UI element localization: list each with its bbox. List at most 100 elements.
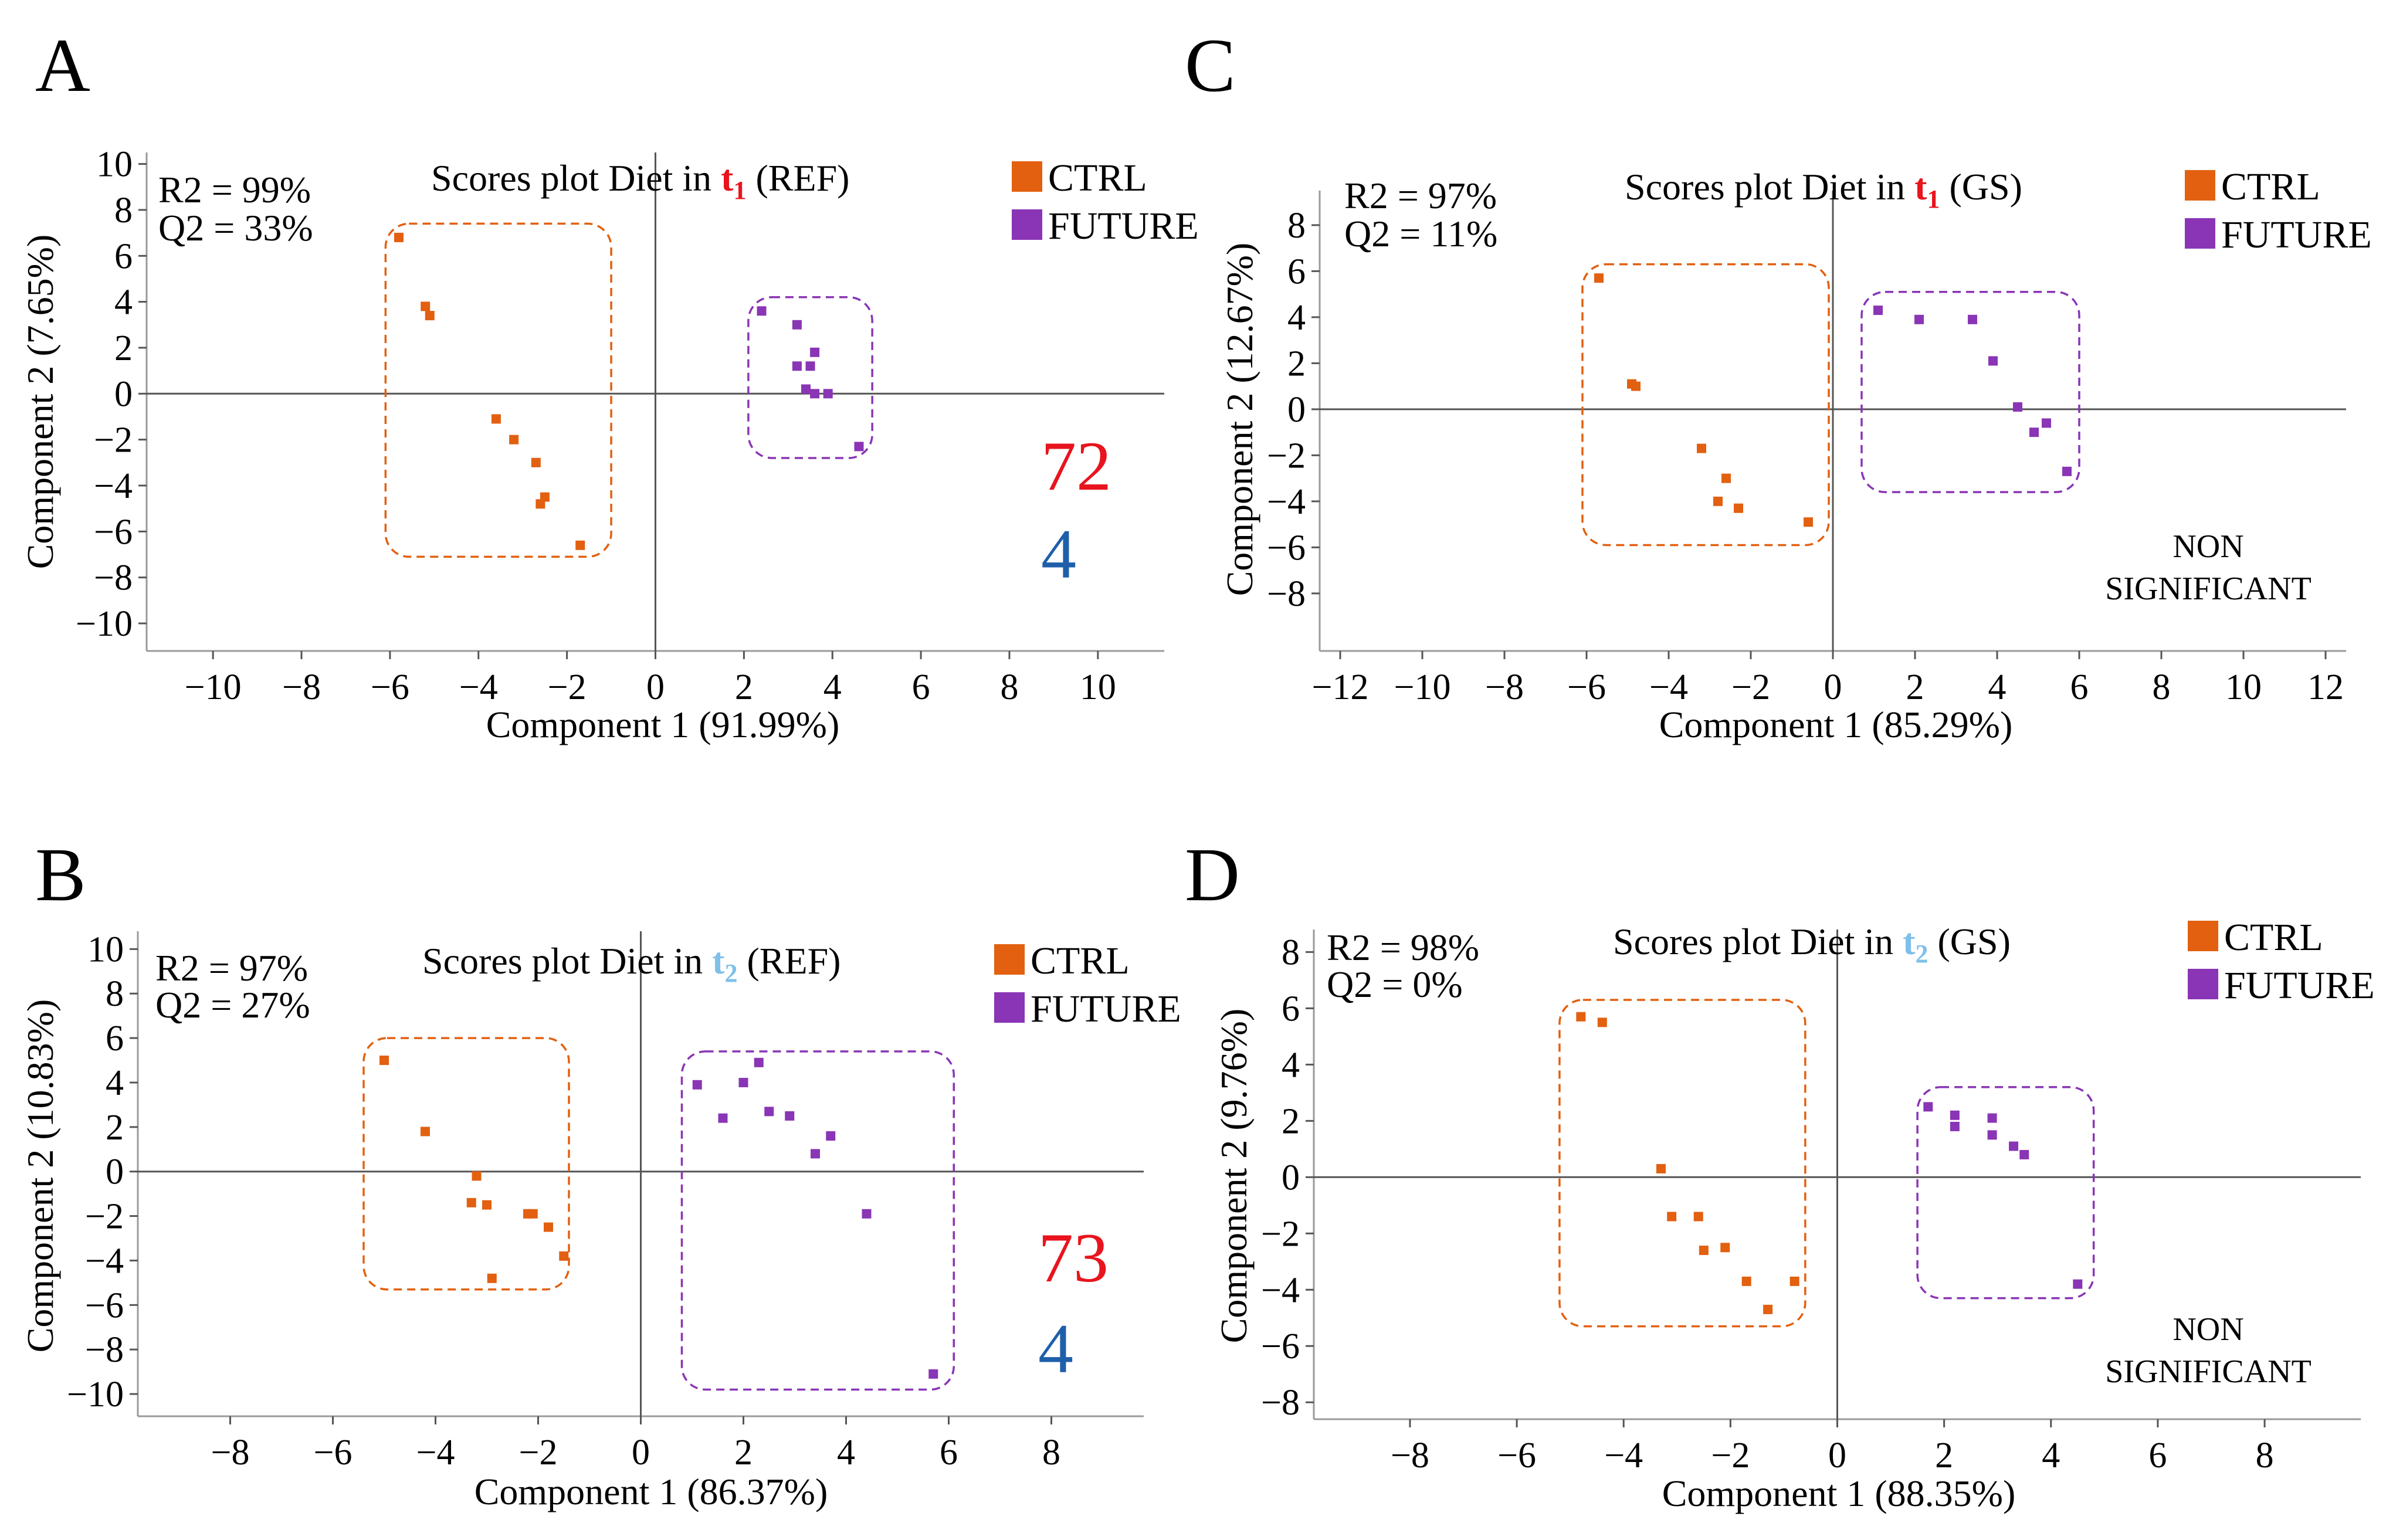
data-point-future — [810, 347, 820, 357]
data-point-ctrl — [487, 1273, 497, 1283]
y-tick-label: 0 — [114, 374, 133, 414]
y-tick-label: 6 — [114, 236, 133, 276]
panel-letter: A — [35, 23, 90, 108]
x-tick-label: −12 — [1312, 667, 1369, 707]
title-time-subscript: 1 — [1927, 185, 1940, 213]
data-point-ctrl — [1597, 1017, 1607, 1027]
y-tick-label: −4 — [1261, 1270, 1300, 1310]
data-point-ctrl — [1699, 1246, 1709, 1256]
data-point-future — [2013, 402, 2022, 412]
cluster-box-ctrl — [362, 1037, 570, 1291]
legend-swatch-future — [994, 992, 1025, 1023]
legend-label-future: FUTURE — [1031, 988, 1181, 1030]
y-tick-label: −2 — [85, 1197, 124, 1237]
data-point-ctrl — [1789, 1276, 1799, 1286]
data-point-future — [854, 442, 864, 452]
data-point-ctrl — [531, 457, 541, 467]
y-tick-label: 10 — [87, 930, 124, 969]
y-axis-label: Component 2 (9.76%) — [1213, 1009, 1255, 1344]
x-tick-label: 4 — [1988, 667, 2007, 707]
x-tick-label: −8 — [211, 1433, 250, 1473]
q2-value: Q2 = 0% — [1327, 964, 1463, 1005]
r2-value: R2 = 97% — [155, 947, 308, 989]
y-tick-label: 2 — [114, 328, 133, 368]
data-point-future — [792, 361, 802, 371]
data-point-future — [2009, 1141, 2019, 1151]
count-number-blue: 4 — [1041, 515, 1076, 593]
y-axis-label: Component 2 (12.67%) — [1219, 243, 1260, 596]
data-point-ctrl — [379, 1056, 389, 1066]
y-tick-label: −2 — [94, 420, 133, 460]
y-tick-label: 8 — [1282, 932, 1300, 972]
y-tick-label: −2 — [1267, 436, 1306, 476]
x-tick-label: −6 — [1567, 667, 1606, 707]
r2-value: R2 = 99% — [158, 169, 311, 211]
data-point-ctrl — [544, 1222, 553, 1232]
data-point-ctrl — [491, 414, 501, 424]
legend: CTRL FUTURE — [2188, 916, 2375, 1007]
data-point-future — [2073, 1279, 2083, 1289]
legend-swatch-future — [2188, 969, 2218, 999]
y-tick-label: −8 — [1261, 1383, 1300, 1423]
data-point-future — [1950, 1110, 1960, 1120]
x-tick-label: 4 — [2042, 1436, 2060, 1475]
y-tick-label: 0 — [1287, 390, 1306, 430]
data-point-future — [2042, 418, 2051, 428]
x-tick-label: −2 — [548, 667, 587, 707]
note-line-1: NON — [2172, 528, 2243, 565]
data-point-future — [738, 1077, 748, 1087]
x-tick-label: −10 — [185, 667, 242, 707]
title-prefix: Scores plot Diet in — [1613, 921, 1903, 962]
x-tick-label: −6 — [1497, 1436, 1536, 1475]
x-tick-label: −6 — [314, 1433, 353, 1473]
panel-c: C−12 −10 −8 −6 −4 −2 0 2 4 6 8 10 1286420−2−4−6−8Com… — [1185, 23, 2372, 745]
x-tick-label: 0 — [646, 667, 665, 707]
y-tick-label: 4 — [1287, 298, 1306, 338]
y-tick-label: −6 — [1267, 528, 1306, 568]
r2-value: R2 = 97% — [1344, 175, 1497, 216]
data-point-ctrl — [1734, 503, 1743, 513]
chart-title: Scores plot Diet in t1 (REF) — [431, 157, 849, 205]
x-tick-label: 8 — [1042, 1433, 1060, 1473]
x-tick-label: 2 — [734, 1433, 753, 1473]
title-time-symbol: t — [1903, 921, 1916, 962]
data-point-future — [801, 384, 811, 394]
title-prefix: Scores plot Diet in — [431, 157, 721, 199]
data-point-future — [1873, 306, 1883, 316]
data-point-ctrl — [509, 435, 519, 445]
panel-letter: B — [35, 833, 86, 917]
x-axis-label: Component 1 (86.37%) — [475, 1471, 828, 1512]
cluster-box-ctrl — [384, 222, 612, 558]
x-tick-label: 6 — [912, 667, 930, 707]
title-prefix: Scores plot Diet in — [1625, 166, 1914, 208]
y-tick-label: −10 — [67, 1375, 124, 1415]
x-tick-label: −2 — [1711, 1436, 1750, 1475]
title-time-symbol: t — [721, 157, 734, 199]
y-tick-label: −6 — [1261, 1327, 1300, 1366]
x-tick-label: −8 — [282, 667, 321, 707]
data-point-future — [2062, 466, 2072, 476]
q2-value: Q2 = 11% — [1344, 213, 1497, 255]
x-axis-label: Component 1 (91.99%) — [486, 704, 840, 745]
y-tick-label: 6 — [1282, 989, 1300, 1029]
data-point-ctrl — [1720, 1243, 1730, 1253]
y-axis-label: Component 2 (7.65%) — [19, 235, 61, 569]
x-tick-label: 6 — [2070, 667, 2089, 707]
x-tick-label: −4 — [416, 1433, 455, 1473]
title-time-subscript: 1 — [733, 176, 746, 205]
data-point-ctrl — [466, 1198, 476, 1207]
x-tick-label: −8 — [1485, 667, 1524, 707]
note-line-2: SIGNIFICANT — [2105, 571, 2312, 607]
y-tick-label: −4 — [85, 1241, 124, 1281]
data-point-future — [1968, 314, 1977, 324]
panel-b: B−8 −6 −4 −2 0 2 4 6 81086420−2−4−6−8−10Componen… — [19, 833, 1181, 1512]
y-tick-label: 4 — [1282, 1045, 1300, 1085]
x-tick-label: −2 — [519, 1433, 558, 1473]
data-point-future — [810, 389, 820, 399]
x-tick-label: 0 — [632, 1433, 650, 1473]
legend-label-ctrl: CTRL — [1031, 939, 1130, 982]
data-point-ctrl — [425, 311, 435, 321]
x-tick-label: 10 — [2225, 667, 2262, 707]
title-suffix: (REF) — [737, 940, 840, 982]
chart-title: Scores plot Diet in t2 (GS) — [1613, 921, 2011, 968]
